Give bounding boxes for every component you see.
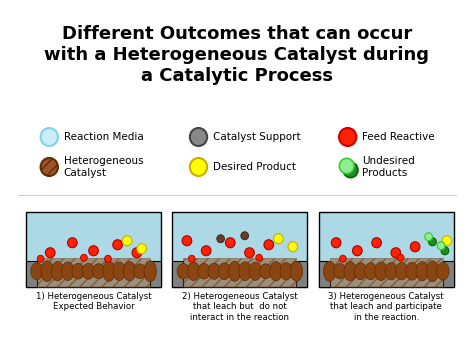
Bar	[173, 212, 307, 287]
Bar	[443, 261, 454, 287]
Circle shape	[437, 242, 445, 250]
Circle shape	[226, 238, 235, 248]
Circle shape	[201, 246, 211, 256]
Ellipse shape	[62, 262, 74, 280]
Ellipse shape	[92, 264, 105, 279]
Ellipse shape	[323, 261, 336, 281]
Circle shape	[68, 238, 77, 248]
Bar	[26, 261, 37, 287]
Bar	[173, 261, 183, 287]
Circle shape	[339, 128, 356, 146]
Ellipse shape	[280, 263, 292, 280]
Ellipse shape	[385, 263, 398, 280]
Bar	[183, 258, 297, 287]
Circle shape	[339, 158, 354, 174]
Circle shape	[428, 238, 436, 246]
Bar	[329, 258, 443, 287]
Text: Different Outcomes that can occur
with a Heterogeneous Catalyst during
a Catalyt: Different Outcomes that can occur with a…	[45, 25, 429, 84]
Text: Undesired
Products: Undesired Products	[362, 156, 415, 178]
Circle shape	[188, 255, 195, 262]
Ellipse shape	[82, 263, 95, 279]
Ellipse shape	[355, 263, 367, 280]
Bar	[26, 212, 161, 287]
Ellipse shape	[395, 263, 408, 280]
Text: 2) Heterogeneous Catalyst
that leach but  do not
interact in the reaction: 2) Heterogeneous Catalyst that leach but…	[182, 292, 298, 322]
Ellipse shape	[72, 263, 84, 279]
Bar	[319, 261, 329, 287]
Bar	[37, 258, 150, 287]
Circle shape	[41, 158, 58, 176]
Text: Reaction Media: Reaction Media	[64, 132, 144, 142]
Circle shape	[339, 255, 346, 262]
Circle shape	[264, 240, 273, 250]
Circle shape	[105, 255, 111, 262]
Text: Catalyst Support: Catalyst Support	[213, 132, 301, 142]
Ellipse shape	[239, 262, 251, 281]
Circle shape	[273, 234, 283, 244]
Circle shape	[113, 240, 122, 250]
Ellipse shape	[427, 261, 439, 282]
Ellipse shape	[290, 261, 303, 281]
Ellipse shape	[334, 263, 346, 279]
Ellipse shape	[103, 261, 115, 281]
Ellipse shape	[51, 262, 64, 281]
Ellipse shape	[344, 262, 356, 281]
Ellipse shape	[177, 263, 190, 279]
Circle shape	[331, 238, 341, 248]
Text: 3) Heterogeneous Catalyst
that leach and participate
in the reaction.: 3) Heterogeneous Catalyst that leach and…	[328, 292, 444, 322]
Ellipse shape	[198, 263, 210, 279]
Circle shape	[182, 236, 192, 246]
Bar	[297, 261, 307, 287]
Text: Desired Product: Desired Product	[213, 162, 296, 172]
Circle shape	[89, 246, 99, 256]
Text: Heterogeneous
Catalyst: Heterogeneous Catalyst	[64, 156, 143, 178]
Circle shape	[46, 248, 55, 258]
Circle shape	[391, 248, 401, 258]
Ellipse shape	[134, 264, 146, 279]
Ellipse shape	[31, 263, 43, 280]
Text: 1) Heterogeneous Catalyst
Expected Behavior: 1) Heterogeneous Catalyst Expected Behav…	[36, 292, 151, 311]
Ellipse shape	[249, 262, 262, 280]
Circle shape	[343, 162, 358, 178]
Ellipse shape	[187, 262, 200, 280]
Ellipse shape	[406, 262, 418, 280]
Bar	[150, 261, 161, 287]
Circle shape	[256, 254, 263, 261]
Ellipse shape	[228, 261, 241, 281]
Circle shape	[132, 248, 142, 258]
Circle shape	[241, 232, 248, 240]
Ellipse shape	[41, 261, 54, 282]
Circle shape	[410, 242, 420, 252]
Circle shape	[190, 128, 207, 146]
Ellipse shape	[365, 263, 377, 280]
Ellipse shape	[375, 262, 387, 280]
Circle shape	[372, 238, 382, 248]
Circle shape	[441, 247, 449, 255]
Ellipse shape	[218, 263, 231, 280]
Circle shape	[245, 248, 255, 258]
Ellipse shape	[144, 261, 156, 282]
Circle shape	[41, 128, 58, 146]
Circle shape	[37, 255, 44, 262]
Circle shape	[442, 236, 452, 246]
Circle shape	[217, 235, 225, 243]
Text: Feed Reactive: Feed Reactive	[362, 132, 435, 142]
Circle shape	[137, 244, 146, 254]
Ellipse shape	[270, 262, 282, 281]
Ellipse shape	[113, 262, 126, 280]
Circle shape	[81, 254, 87, 261]
Circle shape	[397, 254, 404, 261]
Ellipse shape	[259, 264, 272, 279]
Circle shape	[425, 233, 432, 241]
Ellipse shape	[208, 263, 220, 279]
Circle shape	[190, 158, 207, 176]
Ellipse shape	[437, 262, 449, 280]
Ellipse shape	[416, 262, 428, 281]
Circle shape	[353, 246, 362, 256]
Bar	[319, 212, 454, 287]
Circle shape	[288, 242, 298, 252]
Ellipse shape	[123, 262, 136, 281]
Circle shape	[122, 236, 132, 246]
